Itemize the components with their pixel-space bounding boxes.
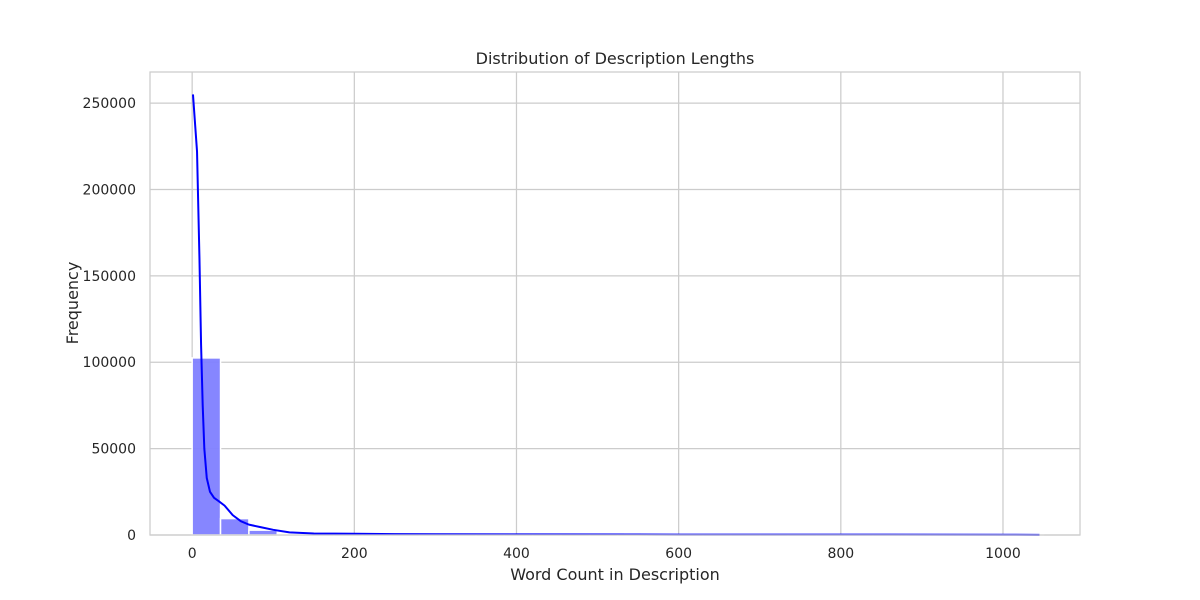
y-axis-ticks: 0 50000 100000 150000 200000 250000 [83,96,136,544]
histogram-bar [248,529,279,536]
kde-curve-group [191,94,1040,536]
x-axis-title: Word Count in Description [510,565,720,584]
y-tick-label: 200000 [83,182,136,198]
x-tick-label: 1000 [985,546,1021,562]
histogram-bar [219,517,250,536]
kde-curve [191,94,1040,536]
plot-frame [149,71,1081,536]
y-tick-label: 150000 [83,269,136,285]
x-tick-label: 600 [665,546,692,562]
x-tick-label: 400 [503,546,530,562]
x-tick-label: 0 [188,546,197,562]
x-axis-ticks: 0 200 400 600 800 1000 [188,546,1021,562]
y-tick-label: 250000 [83,96,136,112]
histogram-bar [191,357,222,536]
x-tick-label: 200 [341,546,368,562]
plot-area [150,72,1080,535]
y-tick-label: 50000 [91,442,136,458]
x-tick-label: 800 [827,546,854,562]
y-tick-label: 100000 [83,355,136,371]
y-axis-title: Frequency [63,262,82,345]
chart-title: Distribution of Description Lengths [476,49,755,68]
y-tick-label: 0 [127,528,136,544]
